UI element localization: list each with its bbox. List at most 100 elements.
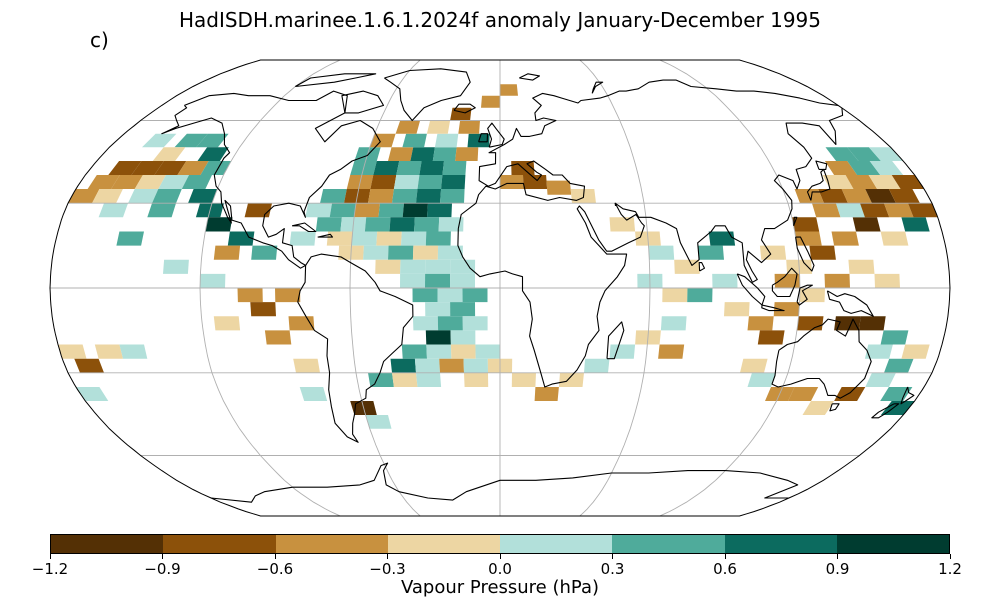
anomaly-cell [546, 180, 572, 195]
coastline-australia [771, 318, 872, 399]
anomaly-cell [419, 161, 444, 175]
anomaly-cell [901, 217, 930, 232]
anomaly-cell [354, 203, 380, 218]
anomaly-cell [534, 387, 559, 401]
coastline-novaya-zemlya [591, 81, 604, 94]
anomaly-cell [908, 203, 938, 218]
coastline-north-america [161, 90, 381, 269]
anomaly-cell [289, 231, 316, 246]
colorbar-segment [612, 535, 725, 553]
anomaly-cell [463, 358, 488, 373]
anomaly-cell [197, 147, 229, 161]
anomaly-cell [698, 245, 724, 260]
anomaly-cell [388, 147, 414, 161]
colorbar-tick [387, 554, 388, 559]
anomaly-cell [390, 358, 416, 373]
coastline-greenland [384, 68, 471, 122]
anomaly-cell [609, 217, 636, 232]
colorbar-tick-label: −1.2 [31, 560, 69, 578]
anomaly-cell [75, 387, 109, 401]
colorbar-tick-label: 0.0 [488, 560, 512, 578]
anomaly-cell [674, 259, 700, 274]
anomaly-cell [511, 372, 536, 387]
anomaly-cell [865, 372, 896, 387]
anomaly-cells [58, 84, 938, 429]
anomaly-cell [822, 175, 854, 189]
anomaly-cell [351, 231, 378, 246]
anomaly-cell [196, 133, 229, 148]
anomaly-cell [797, 316, 824, 331]
anomaly-cell [402, 203, 428, 218]
colorbar-tick-label: −0.3 [369, 560, 406, 578]
anomaly-cell [901, 344, 930, 359]
anomaly-cell [462, 316, 488, 331]
coastline-new-zealand-s [871, 403, 900, 419]
coastline-cuba [291, 222, 317, 233]
anomaly-cell [326, 231, 353, 246]
anomaly-cell [98, 203, 128, 218]
anomaly-cell [831, 231, 859, 246]
anomaly-cell [92, 189, 123, 204]
coastline-madagascar [606, 321, 625, 360]
anomaly-cell [396, 161, 422, 175]
anomaly-cell [158, 175, 189, 189]
anomaly-cell [845, 175, 878, 189]
anomaly-cell [481, 95, 500, 108]
page-title: HadISDH.marinee.1.6.1.2024f anomaly Janu… [178, 8, 822, 32]
map-boundary [49, 59, 951, 517]
anomaly-cell [177, 161, 209, 175]
anomaly-cell [500, 175, 524, 189]
anomaly-cell [244, 203, 272, 218]
coastline-taiwan [793, 216, 798, 226]
anomaly-cell [213, 316, 241, 331]
anomaly-cell [87, 175, 120, 189]
anomaly-cell [812, 203, 841, 218]
anomaly-cell [174, 133, 208, 148]
anomaly-cell [402, 133, 427, 148]
anomaly-cell [128, 189, 159, 204]
panel-label: c) [90, 28, 109, 52]
anomaly-cell [427, 203, 452, 218]
anomaly-cell [370, 175, 397, 189]
anomaly-cell [412, 316, 439, 331]
anomaly-cell [794, 231, 822, 246]
anomaly-cell [891, 175, 925, 189]
anomaly-cell [500, 84, 518, 96]
coastline-borneo [771, 267, 798, 298]
anomaly-cell [759, 245, 787, 260]
anomaly-cell [439, 358, 464, 373]
anomaly-cell [111, 175, 143, 189]
anomaly-cell [437, 245, 463, 260]
anomaly-cell [747, 316, 774, 331]
coastline-africa-eurasia [457, 79, 844, 388]
colorbar-tick-label: −0.9 [144, 560, 181, 578]
anomaly-cell [68, 189, 100, 204]
coastline-japan [806, 168, 831, 201]
anomaly-cell [774, 273, 800, 288]
anomaly-cell [425, 259, 451, 274]
anomaly-cell [609, 344, 636, 359]
anomaly-cell [426, 120, 451, 134]
anomaly-cell [108, 161, 142, 175]
anomaly-cell [865, 189, 896, 204]
anomaly-cell [437, 288, 463, 303]
anomaly-cell [188, 189, 218, 204]
anomaly-cell [152, 147, 186, 161]
coastline-sri-lanka [698, 262, 706, 272]
anomaly-cell [237, 288, 263, 303]
anomaly-cell [213, 245, 241, 260]
coastline-hispaniola [317, 233, 334, 238]
anomaly-cell [293, 358, 320, 373]
coastline-iceland [453, 103, 476, 114]
anomaly-cell [462, 288, 488, 303]
anomaly-cell [809, 245, 836, 260]
anomaly-cell [250, 302, 276, 317]
colorbar-tick [837, 554, 838, 559]
anomaly-cell [868, 147, 904, 161]
anomaly-cell [450, 107, 472, 121]
coastline-baffin [341, 90, 385, 114]
anomaly-cell [791, 217, 820, 232]
anomaly-cell [147, 203, 176, 218]
anomaly-cell [426, 344, 452, 359]
colorbar-tick-label: −0.6 [256, 560, 294, 578]
